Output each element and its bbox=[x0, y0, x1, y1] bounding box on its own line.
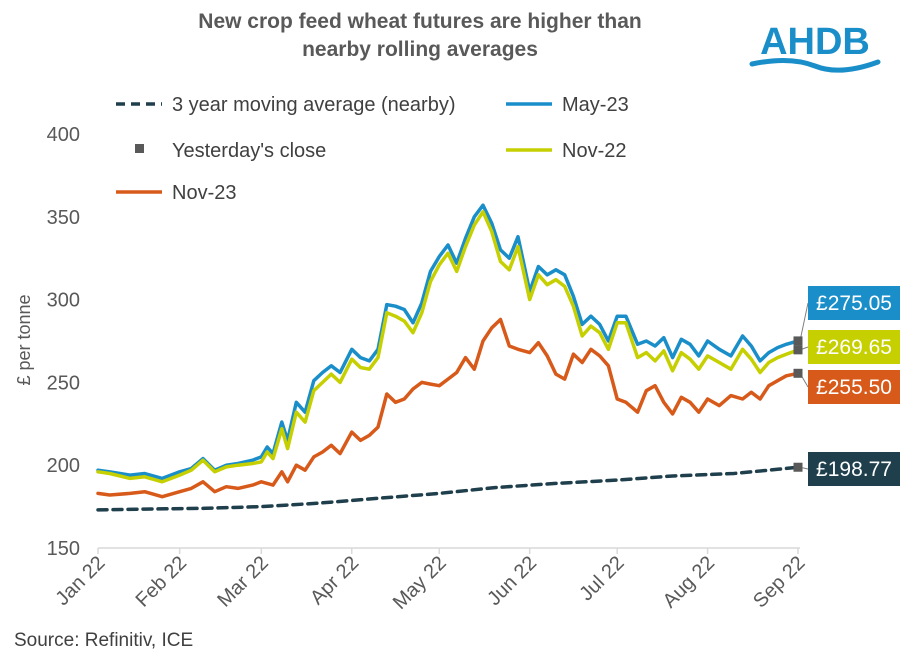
y-axis-label: £ per tonne bbox=[14, 294, 34, 385]
close-marker bbox=[793, 368, 803, 378]
legend-label-moving-average: 3 year moving average (nearby) bbox=[172, 94, 455, 116]
x-tick-label: May 22 bbox=[389, 552, 451, 614]
callout-label: £275.05 bbox=[816, 292, 892, 315]
legend-label-may23: May-23 bbox=[562, 94, 629, 116]
y-tick-label: 250 bbox=[47, 372, 80, 394]
series-line-nov22 bbox=[96, 210, 800, 484]
x-axis-ticks: Jan 22 Feb 22 Mar 22 Apr 22 May 22 Jun 22 Jul … bbox=[52, 548, 810, 614]
x-tick-label: Mar 22 bbox=[213, 552, 273, 612]
close-markers bbox=[793, 336, 803, 472]
chart-title-line-2: nearby rolling averages bbox=[302, 38, 538, 61]
y-axis-ticks: 150 200 250 300 350 400 bbox=[47, 124, 80, 560]
y-tick-label: 150 bbox=[47, 538, 80, 560]
close-marker bbox=[793, 336, 803, 346]
close-marker bbox=[793, 462, 803, 472]
series-line-may23 bbox=[96, 203, 800, 481]
source-note: Source: Refinitiv, ICE bbox=[14, 630, 193, 651]
y-tick-label: 400 bbox=[47, 124, 80, 146]
x-tick-label: Jan 22 bbox=[52, 552, 110, 610]
callout-box bbox=[808, 370, 900, 404]
x-tick-label: Sep 22 bbox=[749, 552, 809, 612]
x-tick-label: Aug 22 bbox=[659, 552, 719, 612]
legend: 3 year moving average (nearby) May-23 Ye… bbox=[116, 94, 629, 204]
legend-label-nov23: Nov-23 bbox=[172, 182, 236, 204]
callout-label: £198.77 bbox=[816, 458, 892, 481]
callout-box bbox=[808, 452, 900, 486]
legend-label-yesterdays-close: Yesterday's close bbox=[172, 140, 326, 162]
legend-label-nov22: Nov-22 bbox=[562, 140, 626, 162]
callout-connectors bbox=[799, 302, 809, 470]
logo-text: AHDB bbox=[760, 21, 870, 63]
series-layer bbox=[96, 203, 800, 512]
callout-connector bbox=[799, 302, 809, 342]
chart-title-line-1: New crop feed wheat futures are higher t… bbox=[198, 10, 641, 33]
y-tick-label: 350 bbox=[47, 207, 80, 229]
callout-box bbox=[808, 286, 900, 320]
close-marker bbox=[793, 345, 803, 355]
ahdb-logo: AHDB bbox=[749, 21, 881, 73]
logo-swoosh-icon bbox=[749, 57, 881, 73]
series-line-nov23 bbox=[96, 317, 800, 499]
x-tick-label: Jul 22 bbox=[575, 552, 628, 605]
callout-label: £255.50 bbox=[816, 376, 892, 399]
callout-label: £269.65 bbox=[816, 336, 892, 359]
legend-swatch-yesterdays-close bbox=[135, 144, 144, 153]
series-line-moving_avg bbox=[96, 465, 800, 512]
x-tick-label: Apr 22 bbox=[306, 552, 363, 609]
value-callouts: £275.05 £269.65 £255.50 £198.77 bbox=[808, 286, 900, 486]
x-tick-label: Jun 22 bbox=[483, 552, 541, 610]
callout-box bbox=[808, 330, 900, 364]
x-tick-label: Feb 22 bbox=[132, 552, 192, 612]
y-tick-label: 200 bbox=[47, 455, 80, 477]
y-tick-label: 300 bbox=[47, 290, 80, 312]
